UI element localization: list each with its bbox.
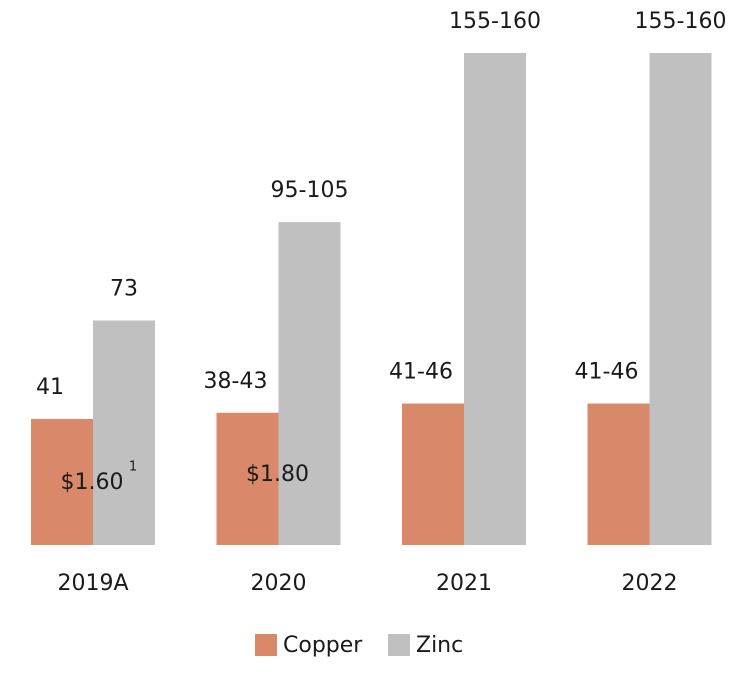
data-label: 41 (36, 375, 64, 400)
x-tick-label: 2021 (436, 571, 492, 596)
bar (464, 53, 526, 545)
x-tick-label: 2022 (622, 571, 678, 596)
bar (216, 412, 279, 545)
legend-swatch (255, 634, 277, 656)
data-label: 38-43 (204, 369, 268, 394)
data-label: 155-160 (635, 9, 727, 34)
legend-label: Copper (283, 633, 363, 658)
annotation-footnote: 1 (129, 460, 137, 475)
annotation: $1.80 (246, 462, 309, 487)
annotation: $1.60 (61, 470, 124, 495)
x-tick-label: 2019A (57, 571, 128, 596)
x-tick-label: 2020 (251, 571, 307, 596)
data-label: 95-105 (271, 178, 349, 203)
bar (402, 403, 464, 545)
bar (93, 320, 155, 545)
data-label: 41-46 (575, 360, 639, 385)
legend-swatch (388, 634, 410, 656)
data-label: 155-160 (449, 9, 541, 34)
bar (649, 53, 712, 545)
bar (31, 418, 93, 545)
bar (587, 403, 650, 545)
bar (278, 222, 341, 545)
data-label: 73 (110, 277, 138, 302)
data-label: 41-46 (389, 360, 453, 385)
legend-label: Zinc (416, 633, 463, 658)
